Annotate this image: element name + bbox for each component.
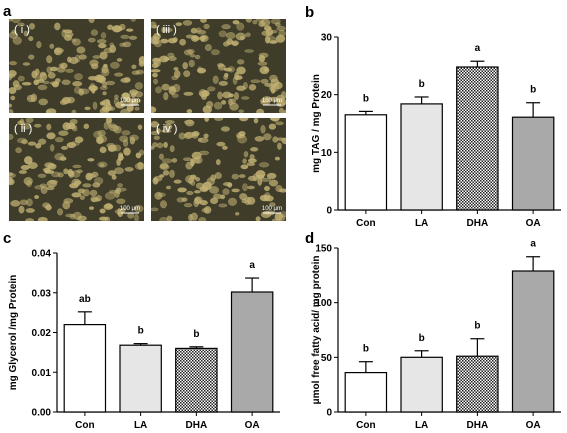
cell-texture [151, 118, 286, 221]
panel-a: a ( i )100 μm( iii )100 μm( ii )100 μm( … [3, 3, 286, 221]
significance-label: ab [79, 294, 91, 305]
bar-la [119, 344, 162, 413]
significance-label: b [530, 85, 536, 96]
charts: b 0 10 20 30 mg TAG / mg Protein b Con b LA a DHA b O… [3, 4, 561, 431]
y-axis-label: mg TAG / mg Protein [311, 74, 322, 173]
bar-dha [175, 347, 218, 413]
significance-label: b [138, 326, 144, 337]
y-tick-label: 50 [321, 353, 333, 364]
micrograph-background [151, 118, 286, 221]
y-tick-label: 10 [321, 148, 333, 159]
micrograph-label: ( iv ) [156, 123, 177, 135]
panel-letter-a: a [3, 3, 12, 20]
micrograph-2: ( iii ) 100 μm [151, 19, 286, 113]
bar-con [344, 114, 388, 211]
x-tick-label: OA [245, 420, 260, 431]
bar-oa [511, 270, 555, 413]
y-tick-label: 100 [315, 298, 332, 309]
significance-label: a [249, 260, 255, 271]
micrograph-label: ( iii ) [156, 24, 177, 36]
y-tick-label: 0.03 [32, 288, 52, 299]
bar-oa [230, 291, 274, 413]
significance-label: a [475, 43, 481, 54]
bar-dha [456, 66, 499, 211]
x-tick-label: LA [415, 218, 428, 229]
x-tick-label: LA [134, 420, 147, 431]
micrograph-3: ( ii ) 100 μm [9, 118, 144, 221]
panel-letter-b: b [305, 4, 314, 21]
x-tick-label: DHA [467, 218, 489, 229]
y-tick-label: 30 [321, 33, 333, 44]
x-tick-label: Con [356, 218, 375, 229]
scale-bar-label: 100 μm [120, 98, 140, 104]
significance-label: b [419, 79, 425, 90]
x-tick-label: Con [356, 420, 375, 431]
cell-texture [9, 118, 144, 221]
significance-label: b [419, 333, 425, 344]
y-axis-label: mg Glycerol /mg Protein [8, 275, 19, 391]
y-tick-label: 0.01 [32, 368, 52, 379]
y-tick-label: 0 [326, 206, 332, 217]
y-tick-label: 0.04 [32, 249, 52, 260]
y-axis-label: μmol free fatty acid/ mg protein [311, 256, 322, 405]
significance-label: b [193, 329, 199, 340]
x-tick-label: OA [526, 420, 541, 431]
micrograph-1: ( i ) 100 μm [9, 19, 144, 113]
bar-con [344, 372, 388, 413]
bar-la [400, 356, 443, 413]
bar-dha [456, 355, 499, 413]
scale-bar-label: 100 μm [120, 206, 140, 212]
x-tick-label: DHA [467, 420, 489, 431]
significance-label: b [363, 93, 369, 104]
panel-c: c 0.00 0.01 0.02 0.03 0.04 mg Glycerol /mg Pro… [3, 230, 280, 431]
bar-oa [511, 116, 555, 211]
x-tick-label: Con [75, 420, 94, 431]
y-tick-label: 150 [315, 244, 332, 255]
y-tick-label: 0.02 [32, 328, 52, 339]
x-tick-label: OA [526, 218, 541, 229]
x-tick-label: LA [415, 420, 428, 431]
cell-texture [9, 19, 144, 113]
panel-letter-d: d [305, 230, 314, 247]
micrograph-grid: ( i )100 μm( iii )100 μm( ii )100 μm( iv… [9, 19, 286, 221]
y-tick-label: 20 [321, 90, 333, 101]
bar-con [63, 324, 107, 413]
scale-bar-label: 100 μm [262, 98, 282, 104]
bar-la [400, 103, 443, 211]
significance-label: b [474, 321, 480, 332]
significance-label: b [363, 344, 369, 355]
cell-texture [151, 19, 286, 113]
scale-bar-label: 100 μm [262, 206, 282, 212]
micrograph-label: ( ii ) [14, 123, 32, 135]
panel-letter-c: c [3, 230, 11, 247]
significance-label: a [530, 239, 536, 250]
x-tick-label: DHA [186, 420, 208, 431]
panel-b: b 0 10 20 30 mg TAG / mg Protein b Con b LA a DHA b O… [305, 4, 561, 229]
micrograph-4: ( iv ) 100 μm [151, 118, 286, 221]
y-tick-label: 0 [326, 408, 332, 419]
y-tick-label: 0.00 [32, 408, 52, 419]
micrograph-label: ( i ) [14, 24, 30, 36]
